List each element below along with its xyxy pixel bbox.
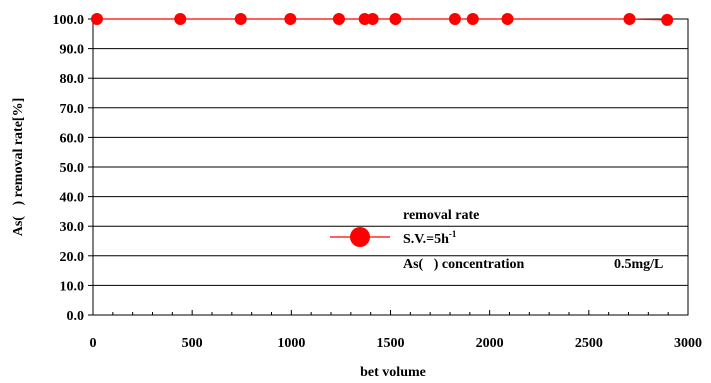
legend-condition: S.V.=5h-1 [403, 229, 457, 247]
legend-marker-sample [350, 227, 370, 247]
y-tick-label: 60.0 [60, 131, 85, 146]
y-tick-label: 30.0 [60, 220, 85, 235]
legend: removal rate S.V.=5h-1 As( ) concentrati… [330, 208, 663, 272]
data-point [448, 13, 461, 25]
x-tick-label: 1500 [377, 336, 405, 351]
y-tick-label: 0.0 [67, 309, 85, 324]
y-axis-ticks: 0.0 10.0 20.0 30.0 40.0 50.0 60.0 70.0 80.0 90.0 1… [53, 13, 93, 324]
x-axis-ticks: 0 500 1000 1500 2000 2500 3000 [90, 310, 702, 351]
x-tick-label: 0 [90, 336, 97, 351]
data-point [389, 13, 402, 25]
legend-concentration-value: 0.5mg/L [614, 257, 663, 272]
y-axis-title: As( ) removal rate[%] [11, 98, 26, 237]
series-layer [90, 13, 674, 26]
data-point [174, 13, 187, 25]
data-point [366, 13, 379, 25]
data-point [90, 13, 103, 25]
y-tick-label: 50.0 [60, 161, 85, 176]
y-tick-label: 20.0 [60, 250, 85, 265]
data-point [234, 13, 247, 25]
gridlines [93, 48, 688, 286]
x-tick-label: 3000 [674, 336, 702, 351]
data-point [661, 13, 674, 26]
data-point [623, 13, 636, 25]
legend-concentration-label: As( ) concentration [403, 257, 525, 272]
x-axis-minor-ticks [112, 312, 669, 315]
x-tick-label: 500 [182, 336, 203, 351]
y-tick-label: 90.0 [60, 43, 85, 58]
x-tick-label: 2500 [575, 336, 603, 351]
data-point [332, 13, 345, 25]
data-point [466, 13, 479, 25]
x-tick-label: 2000 [476, 336, 504, 351]
data-point [501, 13, 514, 25]
y-tick-label: 40.0 [60, 191, 85, 206]
y-tick-label: 10.0 [60, 279, 85, 294]
x-tick-label: 1000 [277, 336, 305, 351]
legend-condition-sup: -1 [449, 229, 457, 239]
legend-condition-main: S.V.=5h [403, 232, 449, 247]
x-axis-title: bet volume [360, 365, 426, 380]
y-tick-label: 80.0 [60, 72, 85, 87]
legend-title: removal rate [403, 208, 479, 223]
y-tick-label: 70.0 [60, 102, 85, 117]
data-point [284, 13, 297, 25]
y-tick-label: 100.0 [53, 13, 85, 28]
